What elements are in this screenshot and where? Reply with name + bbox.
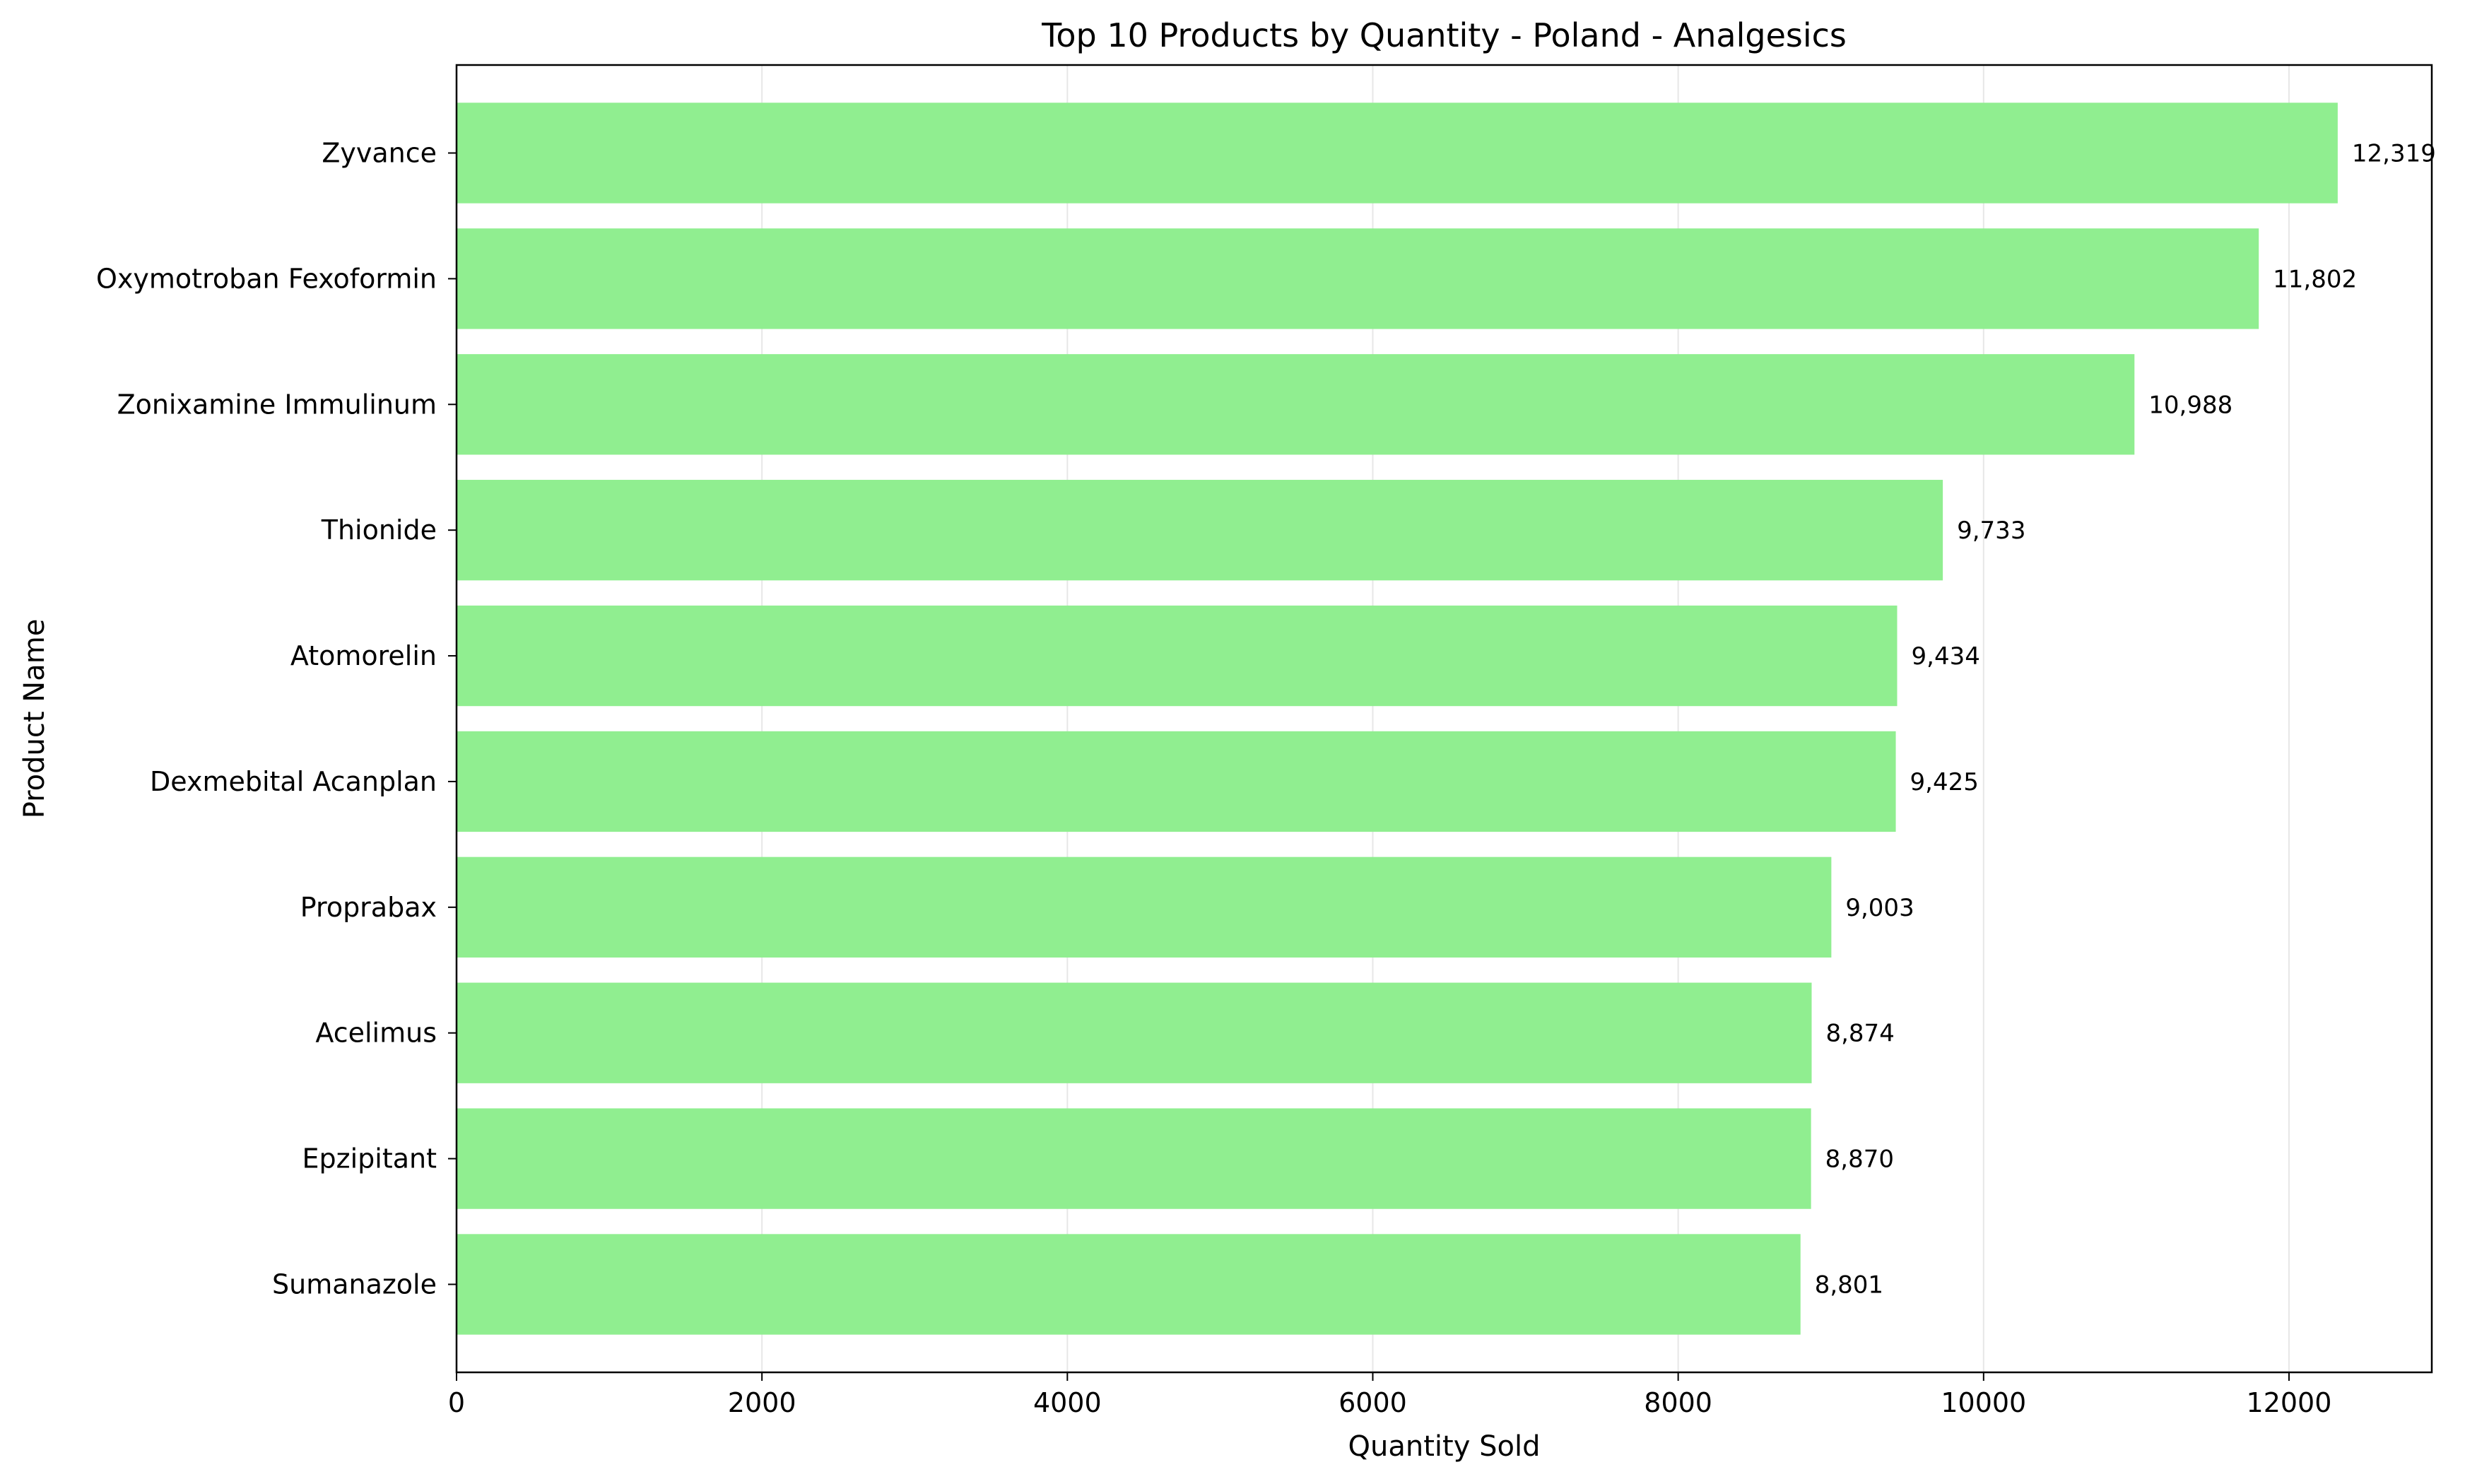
y-tick-label: Epzipitant — [302, 1143, 437, 1174]
bar — [457, 856, 1832, 958]
y-tick-label: Atomorelin — [290, 640, 437, 671]
x-axis-ticks: 0 2000 4000 6000 8000 10000 12000 — [448, 1372, 2332, 1418]
bars — [457, 102, 2338, 1335]
y-tick-label: Zonixamine Immulinum — [117, 389, 437, 420]
bar — [457, 1234, 1801, 1335]
bar — [457, 102, 2338, 204]
bar — [457, 731, 1896, 832]
y-tick-label: Proprabax — [300, 892, 437, 923]
bar-value-label: 8,870 — [1825, 1146, 1894, 1174]
chart-title: Top 10 Products by Quantity - Poland - A… — [1041, 16, 1847, 54]
bar — [457, 354, 2135, 455]
bar — [457, 480, 1943, 581]
bar — [457, 1108, 1811, 1209]
y-tick-label: Dexmebital Acanplan — [150, 766, 437, 797]
x-tick-label: 6000 — [1339, 1387, 1407, 1418]
bar — [457, 605, 1898, 707]
bar-value-label: 9,434 — [1912, 642, 1980, 671]
y-tick-label: Zyvance — [322, 138, 437, 169]
bar-value-label: 9,733 — [1957, 517, 2025, 545]
bar-value-label: 12,319 — [2352, 140, 2436, 168]
x-tick-label: 12000 — [2247, 1387, 2332, 1418]
x-tick-label: 4000 — [1033, 1387, 1102, 1418]
bar-value-label: 9,425 — [1910, 768, 1979, 796]
bar — [457, 982, 1812, 1083]
bar — [457, 228, 2259, 329]
bar-value-label: 8,874 — [1825, 1020, 1894, 1048]
y-tick-label: Acelimus — [315, 1018, 437, 1049]
data-labels: 12,319 11,802 10,988 9,733 9,434 9,425 9,003 8,… — [1815, 140, 2436, 1300]
x-tick-label: 8000 — [1644, 1387, 1712, 1418]
y-axis-ticks: Zyvance Oxymotroban Fexoformin Zonixamine … — [96, 138, 457, 1300]
bar-value-label: 9,003 — [1845, 894, 1914, 922]
plot-frame — [455, 64, 2433, 1374]
y-tick-label: Oxymotroban Fexoformin — [96, 263, 437, 294]
y-axis-label: Product Name — [18, 619, 51, 819]
bar-value-label: 8,801 — [1815, 1271, 1883, 1299]
bar-value-label: 11,802 — [2273, 265, 2357, 293]
x-tick-label: 2000 — [728, 1387, 796, 1418]
x-axis-label: Quantity Sold — [1348, 1430, 1541, 1463]
y-tick-label: Sumanazole — [272, 1268, 437, 1300]
bar-value-label: 10,988 — [2148, 391, 2232, 419]
x-tick-label: 10000 — [1941, 1387, 2026, 1418]
x-tick-label: 0 — [448, 1387, 465, 1418]
y-tick-label: Thionide — [321, 514, 437, 546]
